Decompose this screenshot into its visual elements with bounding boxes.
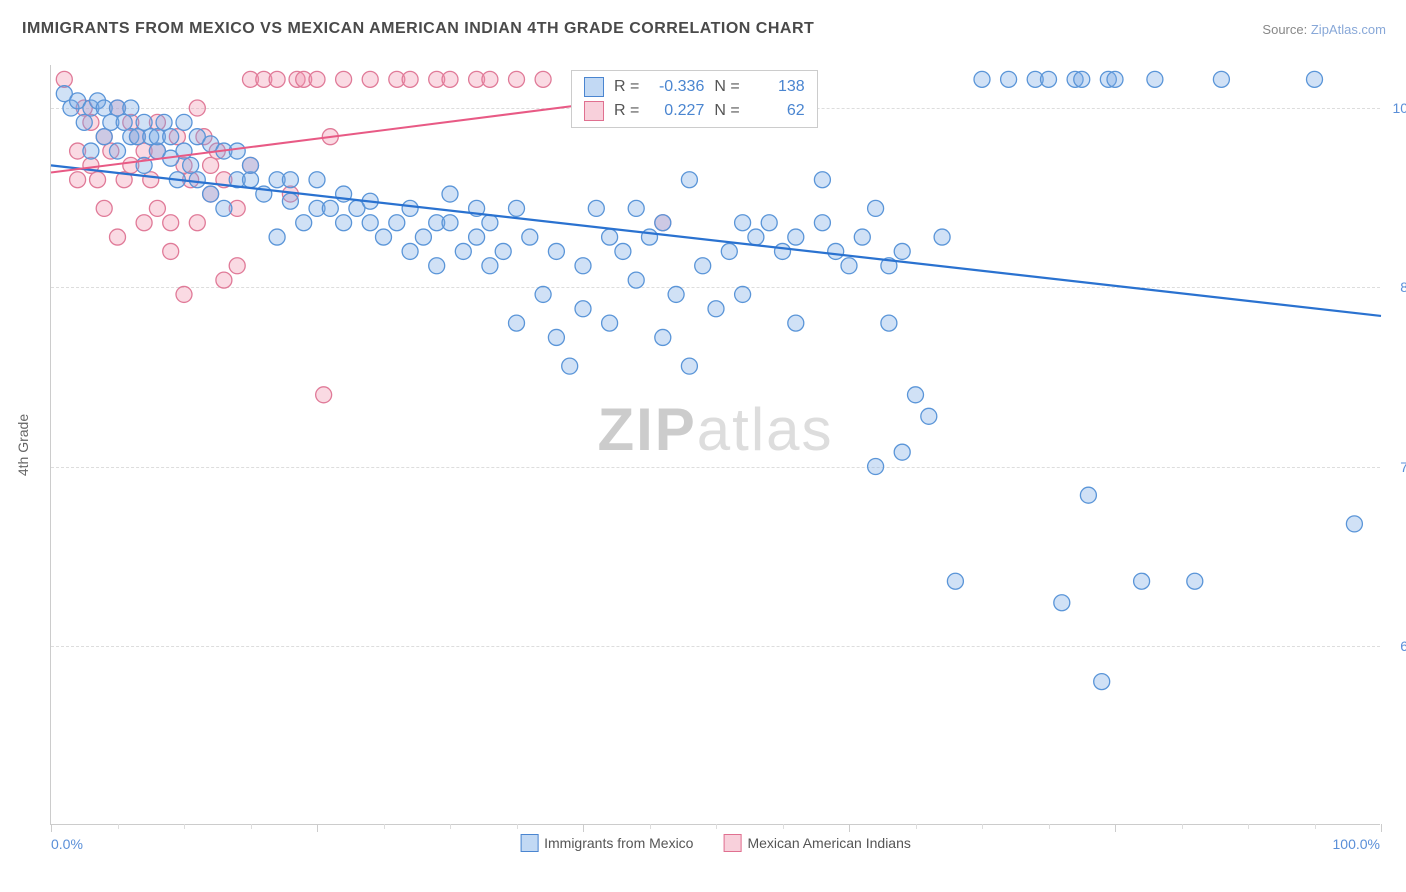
y-tick-label: 62.5% [1400,638,1406,654]
legend-item-blue: Immigrants from Mexico [520,834,693,852]
r-value: -0.336 [649,78,704,96]
n-value: 62 [750,102,805,120]
bottom-legend: Immigrants from Mexico Mexican American … [520,834,911,852]
correlation-scatter-chart: 4th Grade ZIPatlas 62.5%75.0%87.5%100.0%… [50,65,1380,825]
legend-label: Mexican American Indians [747,835,910,851]
page-title: IMMIGRANTS FROM MEXICO VS MEXICAN AMERIC… [22,20,814,38]
y-tick-label: 75.0% [1400,459,1406,475]
n-label: N = [714,102,739,120]
y-axis-label: 4th Grade [15,413,31,475]
swatch-blue-icon [584,77,604,97]
r-label: R = [614,102,639,120]
x-axis-label-max: 100.0% [1333,836,1380,852]
n-value: 138 [750,78,805,96]
stats-row-pink: R = 0.227 N = 62 [584,99,805,123]
legend-item-pink: Mexican American Indians [723,834,910,852]
swatch-blue-icon [520,834,538,852]
x-axis-label-min: 0.0% [51,836,83,852]
stats-legend-box: R = -0.336 N = 138 R = 0.227 N = 62 [571,70,818,128]
swatch-pink-icon [723,834,741,852]
r-label: R = [614,78,639,96]
source-attribution: Source: ZipAtlas.com [1262,22,1386,37]
source-label: Source: [1262,22,1307,37]
y-tick-label: 87.5% [1400,279,1406,295]
r-value: 0.227 [649,102,704,120]
plot-svg [51,65,1380,824]
stats-row-blue: R = -0.336 N = 138 [584,75,805,99]
y-tick-label: 100.0% [1393,100,1406,116]
n-label: N = [714,78,739,96]
swatch-pink-icon [584,101,604,121]
source-link[interactable]: ZipAtlas.com [1311,22,1386,37]
legend-label: Immigrants from Mexico [544,835,693,851]
